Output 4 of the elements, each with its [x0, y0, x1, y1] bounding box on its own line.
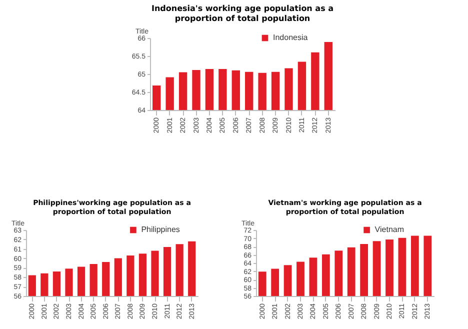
- legend-label: Vietnam: [374, 225, 404, 234]
- legend-label: Philippines: [141, 225, 180, 234]
- chart-title: Indonesia's working age population as a proportion of total population: [151, 4, 334, 23]
- legend-label: Indonesia: [273, 33, 308, 42]
